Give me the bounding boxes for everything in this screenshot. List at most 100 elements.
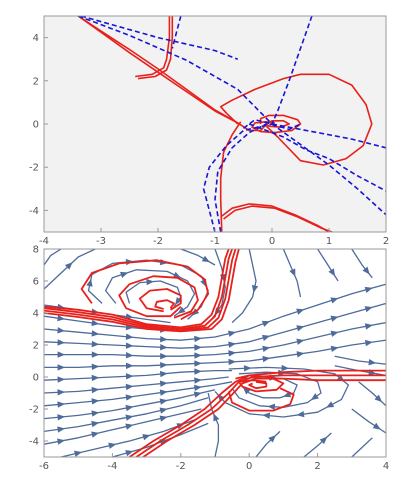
stream-arrow bbox=[160, 353, 168, 360]
stream-arrow bbox=[330, 297, 339, 304]
stream-line bbox=[334, 355, 386, 365]
stream-arrow bbox=[364, 339, 373, 347]
bottom-frame bbox=[43, 248, 387, 458]
stream-arrow bbox=[57, 426, 66, 433]
stream-arrow bbox=[242, 387, 251, 395]
top-solid-curve bbox=[223, 205, 333, 232]
top-solid-curve bbox=[77, 16, 267, 132]
stream-arrow bbox=[172, 271, 182, 278]
stream-arrow bbox=[289, 268, 296, 277]
stream-arrow bbox=[146, 278, 154, 286]
stream-arrow bbox=[125, 450, 134, 457]
stream-arrow bbox=[194, 377, 202, 384]
stream-arrow bbox=[368, 359, 377, 366]
bottom-solid-curve bbox=[235, 374, 285, 393]
stream-line bbox=[60, 417, 199, 457]
stream-arrow bbox=[194, 360, 202, 367]
stream-arrow bbox=[125, 414, 134, 421]
stream-arrow bbox=[310, 393, 319, 401]
bottom-solid-curve bbox=[44, 249, 240, 333]
bottom-x-tick-label: 4 bbox=[383, 461, 389, 472]
top-y-tick-label: 2 bbox=[33, 76, 39, 87]
stream-arrow bbox=[159, 398, 168, 405]
bottom-y-tick-label: 4 bbox=[33, 309, 39, 320]
stream-line bbox=[44, 249, 62, 266]
bottom-y-tick-label: 2 bbox=[33, 341, 39, 352]
stream-arrow bbox=[57, 376, 66, 383]
bottom-x-tick-label: -4 bbox=[107, 461, 117, 472]
stream-arrow bbox=[296, 410, 305, 418]
bottom-solid-curve bbox=[128, 369, 386, 457]
top-y-tick-label: 0 bbox=[33, 120, 39, 131]
stream-arrow bbox=[364, 306, 373, 313]
stream-arrow bbox=[228, 358, 237, 366]
stream-arrow bbox=[160, 361, 168, 369]
stream-arrow bbox=[281, 364, 290, 372]
stream-arrow bbox=[91, 410, 100, 417]
stream-arrow bbox=[262, 412, 271, 419]
stream-arrow bbox=[108, 442, 117, 449]
stream-arrow bbox=[57, 401, 66, 408]
stream-line bbox=[44, 339, 386, 369]
stream-arrow bbox=[296, 338, 305, 345]
top-y-tick-label: -2 bbox=[29, 163, 39, 174]
stream-plot: -6 -4 -2 0 2 4 8 6 4 2 0 -2 -4 bbox=[29, 245, 389, 473]
stream-arrow bbox=[91, 431, 100, 438]
stream-line bbox=[44, 321, 386, 357]
top-y-tick-label: -4 bbox=[29, 206, 39, 217]
stream-arrow bbox=[228, 341, 237, 348]
stream-arrow bbox=[159, 380, 168, 387]
stream-arrow bbox=[125, 342, 134, 349]
top-dashed-curve bbox=[77, 16, 386, 216]
top-x-tick-label: -1 bbox=[210, 236, 220, 247]
bottom-x-tick-label: -6 bbox=[39, 461, 49, 472]
stream-arrow bbox=[175, 297, 183, 306]
bottom-y-tick-label: 8 bbox=[33, 245, 39, 256]
stream-arrow bbox=[160, 344, 168, 351]
stream-arrow bbox=[362, 266, 370, 275]
stream-arrow bbox=[57, 339, 66, 346]
bottom-y-tick-label: 6 bbox=[33, 277, 39, 288]
stream-arrow bbox=[91, 319, 100, 327]
stream-arrow bbox=[91, 330, 100, 337]
top-solid-curve bbox=[77, 16, 239, 124]
stream-arrow bbox=[125, 373, 134, 380]
stream-arrow bbox=[57, 351, 66, 358]
stream-arrow bbox=[159, 370, 168, 378]
top-dashed-curve bbox=[202, 123, 273, 232]
bottom-solid-curve bbox=[44, 249, 237, 332]
stream-line bbox=[214, 366, 350, 418]
stream-arrow bbox=[91, 398, 100, 405]
top-solid-curve bbox=[137, 16, 174, 80]
top-x-tick-label: 1 bbox=[326, 236, 332, 247]
stream-arrow bbox=[177, 306, 186, 314]
top-dashed-curve bbox=[248, 123, 386, 192]
stream-arrow bbox=[201, 255, 210, 263]
top-x-tick-label: -4 bbox=[39, 236, 49, 247]
stream-arrow bbox=[86, 278, 93, 287]
stream-arrow bbox=[262, 334, 271, 342]
bottom-x-tick-label: -2 bbox=[176, 461, 186, 472]
stream-arrow bbox=[330, 315, 339, 322]
top-solid-curve bbox=[265, 120, 290, 128]
top-dashed-curve bbox=[271, 16, 313, 125]
stream-arrow bbox=[125, 423, 134, 430]
stream-arrow bbox=[91, 363, 100, 370]
stream-arrow bbox=[125, 352, 134, 359]
top-x-tick-label: 2 bbox=[383, 236, 389, 247]
stream-arrow bbox=[374, 394, 383, 403]
phase-curves-plot: -4 -3 -2 -1 0 1 2 4 2 0 -2 -4 bbox=[29, 15, 389, 247]
stream-arrow bbox=[91, 374, 100, 382]
stream-line bbox=[44, 302, 386, 349]
stream-arrow bbox=[364, 286, 373, 294]
stream-arrow bbox=[267, 403, 276, 411]
stream-arrow bbox=[125, 383, 134, 391]
top-x-tick-label: 0 bbox=[269, 236, 275, 247]
stream-arrow bbox=[91, 351, 100, 358]
stream-arrow bbox=[159, 407, 168, 414]
stream-line bbox=[44, 283, 386, 341]
stream-arrow bbox=[64, 262, 73, 270]
bottom-solid-curve bbox=[248, 380, 268, 390]
stream-arrow bbox=[159, 415, 168, 422]
